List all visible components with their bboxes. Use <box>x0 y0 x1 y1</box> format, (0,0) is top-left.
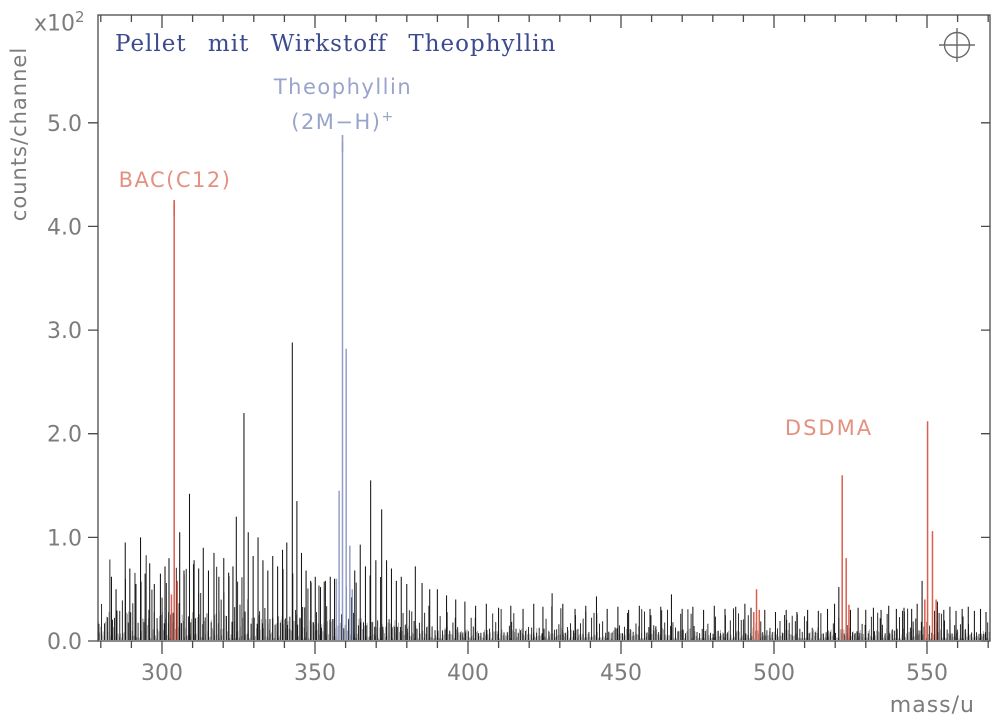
x-tick-label: 300 <box>141 661 183 686</box>
y-axis-label: counts/channel <box>7 46 31 222</box>
plot-frame <box>97 14 991 642</box>
y-tick-label: 5.0 <box>47 112 82 137</box>
x-tick-label: 400 <box>447 661 489 686</box>
x-tick-label: 450 <box>600 661 642 686</box>
y-scale-exponent: 2 <box>75 8 85 26</box>
x-tick-label: 500 <box>753 661 795 686</box>
chart-title: Pellet mit Wirkstoff Theophyllin <box>115 31 557 57</box>
labeled-peak-bac-c12- <box>170 203 178 640</box>
labeled-peak-dsdma <box>753 421 937 640</box>
peak-label-dsdma: DSDMA <box>784 416 874 440</box>
x-tick-label: 350 <box>294 661 336 686</box>
spectrum-noise-trace <box>98 555 989 640</box>
y-tick-label: 1.0 <box>47 526 82 551</box>
spectrum-major-peaks <box>110 342 987 640</box>
x-axis-label: mass/u <box>889 693 975 718</box>
y-scale-factor: x102 <box>34 8 85 36</box>
y-tick-label: 0.0 <box>47 630 82 655</box>
peak-label-theophyllin: Theophyllin (2M−H)+ <box>233 72 453 137</box>
y-tick-label: 3.0 <box>47 319 82 344</box>
labeled-peak-theophyllin-2m-h- <box>335 141 354 640</box>
y-scale-base: x10 <box>34 11 76 37</box>
x-tick-label: 550 <box>906 661 948 686</box>
peak-label-theophyllin-line2: (2M−H)+ <box>291 109 395 134</box>
peak-label-theophyllin-line1: Theophyllin <box>273 75 413 99</box>
y-tick-label: 4.0 <box>47 215 82 240</box>
axis-ticks <box>88 15 990 654</box>
positive-polarity-icon <box>933 21 981 73</box>
peak-label-bac-c12: BAC(C12) <box>118 168 232 192</box>
y-tick-label: 2.0 <box>47 423 82 448</box>
